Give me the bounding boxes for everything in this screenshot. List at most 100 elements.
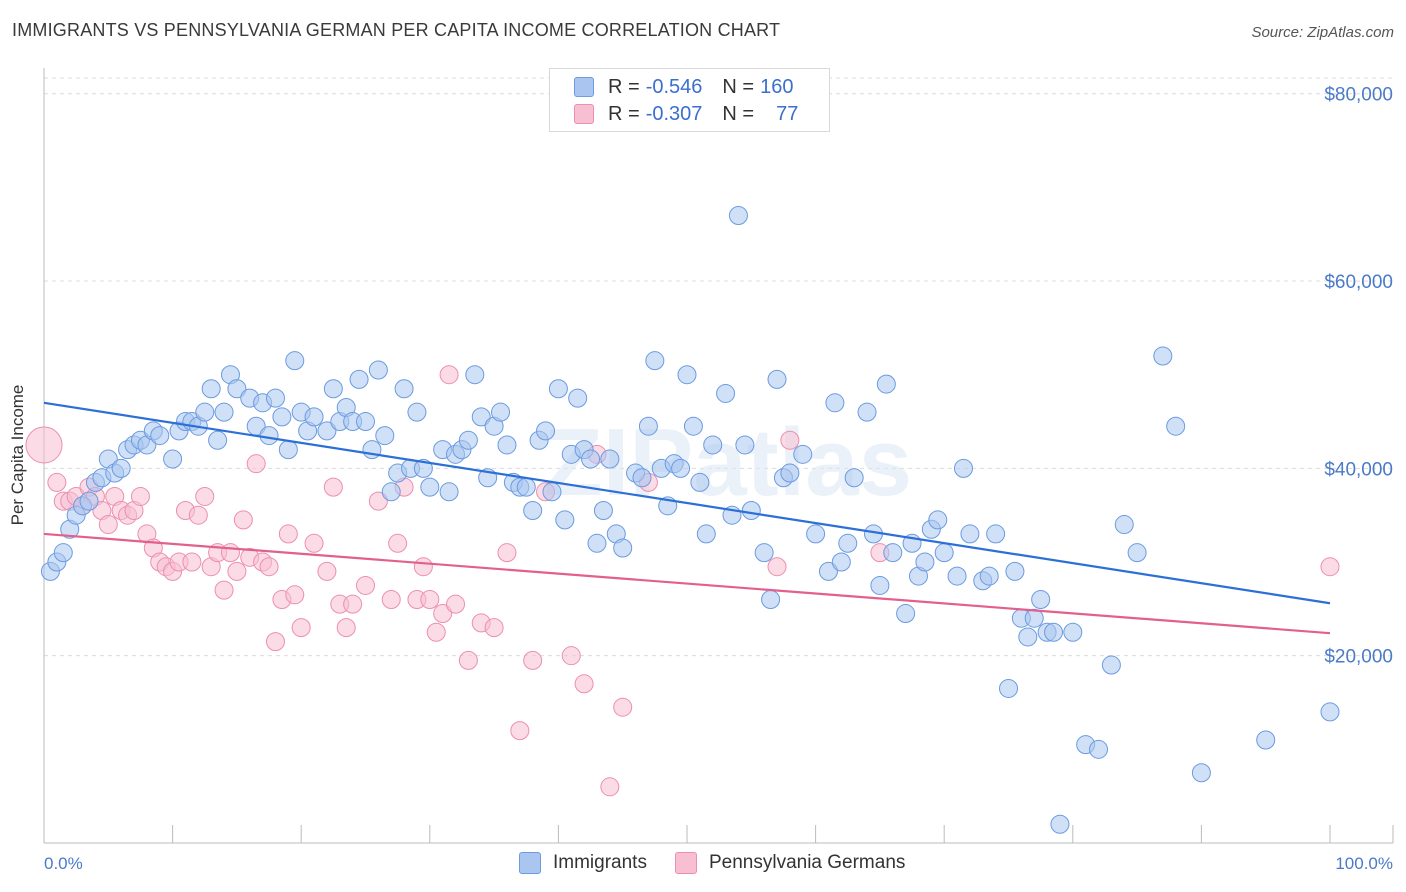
penn-point — [188, 505, 208, 525]
x-tick-left: 0.0% — [44, 854, 83, 873]
immigrants-point — [471, 407, 491, 427]
legend-penn-r: -0.307 — [645, 102, 703, 125]
penn-label: Pennsylvania Germans — [708, 852, 906, 873]
grid-lines — [44, 77, 1393, 657]
immigrants-point — [420, 477, 440, 497]
penn-point — [497, 543, 517, 563]
immigrants-point — [1320, 702, 1340, 722]
immigrants-point — [683, 416, 703, 436]
immigrants-point — [536, 421, 556, 441]
legend-penn-n: 77 — [776, 102, 799, 125]
penn-point — [323, 477, 343, 497]
penn-point — [317, 561, 337, 581]
immigrants-point — [703, 435, 723, 455]
immigrants-point — [548, 379, 568, 399]
penn-point — [510, 721, 530, 741]
immigrants-point — [394, 379, 414, 399]
penn-point — [574, 674, 594, 694]
immigrants-point — [1031, 589, 1051, 609]
immigrants-point — [1063, 622, 1083, 642]
immigrants-point — [883, 543, 903, 563]
immigrants-point — [195, 402, 215, 422]
immigrants-point — [613, 538, 633, 558]
immigrants-point — [53, 543, 73, 563]
immigrants-point — [356, 412, 375, 432]
penn-point — [98, 515, 118, 535]
immigrants-point — [227, 379, 247, 399]
immigrants-point — [568, 388, 588, 408]
immigrants-point — [407, 402, 427, 422]
immigrants-point — [934, 543, 954, 563]
immigrants-point — [780, 463, 800, 483]
legend-r-label: R = — [608, 102, 640, 125]
penn-point — [439, 365, 459, 385]
immigrants-point — [645, 351, 665, 371]
immigrants-point — [857, 402, 877, 422]
immigrants-point — [928, 510, 948, 530]
immigrants-point — [265, 388, 285, 408]
legend-row-penn: R = -0.307 N = 77 — [574, 101, 798, 127]
y-tick-labels: $20,000 $40,000 $60,000 $80,000 — [1324, 85, 1393, 668]
immigrants-points — [40, 205, 1340, 834]
immigrants-swatch — [519, 852, 541, 874]
immigrants-point — [1101, 655, 1121, 675]
immigrants-point — [818, 561, 838, 581]
immigrants-label: Immigrants — [553, 852, 647, 873]
immigrants-point — [491, 402, 511, 422]
immigrants-point — [593, 501, 613, 521]
axes — [43, 68, 1394, 844]
immigrants-point — [876, 374, 896, 394]
immigrants-point — [1050, 814, 1070, 834]
immigrants-point — [915, 552, 935, 572]
legend-swatch-immigrants — [574, 77, 594, 97]
penn-point — [336, 618, 356, 638]
immigrants-point — [516, 477, 536, 497]
penn-point — [259, 557, 279, 577]
legend-item-penn[interactable]: Pennsylvania Germans — [674, 852, 906, 874]
penn-point — [1320, 557, 1340, 577]
immigrants-point — [671, 458, 691, 478]
immigrants-point — [728, 205, 748, 225]
immigrants-point — [208, 430, 228, 450]
legend-swatch-penn — [574, 104, 594, 124]
immigrants-point — [716, 383, 736, 403]
correlation-legend: R = -0.546 N = 160 R = -0.307 N = 77 — [549, 68, 830, 132]
y-tick-label-1: $40,000 — [1324, 459, 1393, 480]
immigrants-point — [523, 501, 543, 521]
x-tick-labels: 0.0% 100.0% — [44, 854, 1393, 873]
immigrants-point — [986, 524, 1006, 544]
penn-trend-line — [43, 532, 1331, 635]
penn-point — [780, 430, 800, 450]
immigrants-point — [838, 533, 858, 553]
legend-n-label: N = — [722, 102, 755, 125]
immigrants-point — [278, 440, 298, 460]
immigrants-point — [761, 589, 781, 609]
immigrants-point — [1005, 561, 1025, 581]
legend-n-label: N = — [722, 75, 755, 98]
immigrants-point — [375, 426, 395, 446]
immigrants-point — [870, 575, 890, 595]
immigrants-point — [600, 449, 620, 469]
y-tick-label-3: $80,000 — [1324, 85, 1393, 106]
immigrants-point — [201, 379, 221, 399]
immigrants-point — [754, 543, 774, 563]
immigrants-point — [999, 678, 1018, 698]
immigrants-point — [1024, 608, 1044, 628]
immigrants-point — [1114, 515, 1134, 535]
legend-item-immigrants[interactable]: Immigrants — [519, 852, 647, 874]
immigrants-point — [150, 426, 170, 446]
immigrants-point — [690, 472, 710, 492]
chart-title: IMMIGRANTS VS PENNSYLVANIA GERMAN PER CA… — [12, 20, 781, 40]
immigrants-point — [793, 444, 813, 464]
immigrants-point — [831, 552, 851, 572]
immigrants-point — [767, 369, 787, 389]
penn-point — [182, 552, 202, 572]
penn-point — [343, 594, 363, 614]
penn-point — [278, 524, 298, 544]
penn-point — [600, 777, 620, 797]
immigrants-point — [542, 482, 562, 502]
immigrants-point — [741, 501, 761, 521]
immigrants-point — [555, 510, 575, 530]
immigrants-point — [632, 468, 652, 488]
penn-point — [561, 646, 581, 666]
